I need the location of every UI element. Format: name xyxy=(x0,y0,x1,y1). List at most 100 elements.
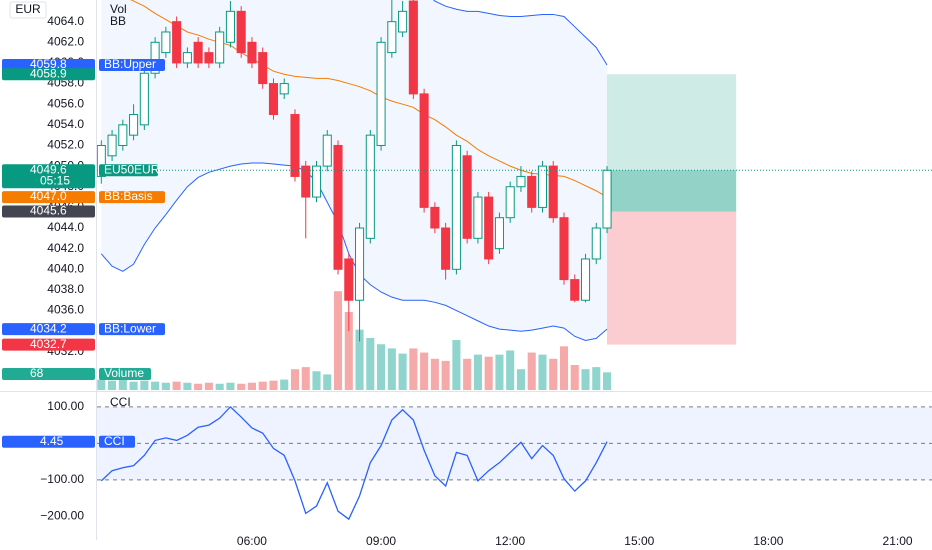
candle-body xyxy=(247,41,257,64)
series-tag xyxy=(99,435,135,448)
volume-bar xyxy=(312,371,321,390)
candle-body xyxy=(494,217,504,250)
series-tag xyxy=(99,368,151,380)
candle-body xyxy=(172,21,182,64)
candle-body xyxy=(580,258,591,301)
position-progress xyxy=(607,170,737,212)
candle-body xyxy=(505,186,515,219)
candle-body xyxy=(161,31,171,54)
series-tag-label: Volume xyxy=(104,366,144,380)
volume-bar xyxy=(592,367,601,390)
volume-bar xyxy=(140,380,149,390)
volume-bar xyxy=(473,354,482,390)
price-tag xyxy=(2,164,95,189)
candle-body xyxy=(462,155,472,239)
candle-body xyxy=(258,52,268,85)
volume-bar xyxy=(570,365,579,390)
price-tag xyxy=(2,191,95,204)
volume-bar xyxy=(204,382,213,390)
y-tick-label: 4042.0 xyxy=(47,241,84,255)
y-tick-label: 100.00 xyxy=(47,399,84,413)
volume-bar xyxy=(603,372,612,390)
y-tick-label: 4064.0 xyxy=(47,14,84,28)
volume-bar xyxy=(463,358,472,390)
y-tick-label: 4056.0 xyxy=(47,96,84,110)
volume-bar xyxy=(549,358,558,390)
volume-bar xyxy=(97,379,106,390)
volume-bar xyxy=(452,340,461,390)
volume-bar xyxy=(581,369,590,390)
cci-pane xyxy=(97,405,932,521)
candle-body xyxy=(139,72,149,126)
candle-body xyxy=(548,165,558,219)
candle-body xyxy=(408,0,418,95)
candle-body xyxy=(193,41,203,64)
price-tag-label: 4045.6 xyxy=(30,204,67,218)
volume-bar xyxy=(301,367,310,390)
volume-bar xyxy=(484,356,493,390)
bb-line xyxy=(433,0,608,66)
volume-bar xyxy=(366,338,375,390)
series-tag-label: BB:Basis xyxy=(104,189,153,203)
price-tag xyxy=(2,323,95,336)
countdown: 05:15 xyxy=(40,173,70,187)
volume-bar xyxy=(237,383,246,390)
price-tag-label: 4059.8 xyxy=(30,57,67,71)
candle-body xyxy=(430,206,440,229)
y-tick-label: 4054.0 xyxy=(47,117,84,131)
candle-body xyxy=(322,134,332,167)
price-tag-label: 68 xyxy=(30,366,44,380)
series-tag xyxy=(99,191,165,204)
cci-line xyxy=(100,405,608,521)
y-tick-label: −200.00 xyxy=(40,508,84,522)
volume-bar xyxy=(161,382,170,390)
price-pane xyxy=(97,0,737,390)
cci-title: CCI xyxy=(110,395,131,409)
x-tick-label: 06:00 xyxy=(237,534,267,548)
volume-bar xyxy=(323,374,332,390)
price-tag xyxy=(2,205,95,218)
volume-bar xyxy=(183,382,192,390)
volume-bar xyxy=(280,379,289,390)
candle-body xyxy=(419,93,429,208)
candle-body xyxy=(107,134,117,157)
x-tick-label: 15:00 xyxy=(624,534,654,548)
series-tag xyxy=(99,164,158,177)
price-tag-label: 4032.7 xyxy=(30,337,67,351)
candle-body xyxy=(150,41,160,74)
price-tag xyxy=(2,68,95,81)
y-tick-label: 4062.0 xyxy=(47,34,84,48)
candle-body xyxy=(559,217,569,281)
currency: EUR xyxy=(15,2,41,16)
volume-bar xyxy=(333,291,343,390)
candle-body xyxy=(129,114,139,136)
candle-body xyxy=(355,227,365,301)
volume-bar xyxy=(559,346,569,390)
volume-bar xyxy=(258,381,267,390)
x-tick-label: 12:00 xyxy=(495,534,525,548)
volume-bar xyxy=(495,354,504,390)
volume-bar xyxy=(420,352,429,390)
price-tag xyxy=(2,59,95,71)
series-tag xyxy=(99,323,165,336)
candle-body xyxy=(279,83,289,95)
candle-body xyxy=(118,124,128,146)
series-tag-label: EU50EUR xyxy=(104,162,160,176)
volume-bar xyxy=(527,352,536,390)
volume-bar xyxy=(129,381,138,390)
series-tag-label: BB:Lower xyxy=(104,321,156,335)
price-tag-label: 4049.6 xyxy=(30,162,67,176)
x-tick-label: 09:00 xyxy=(366,534,396,548)
candle-body xyxy=(516,175,526,188)
candle-body xyxy=(333,144,343,270)
y-tick-label: −100.00 xyxy=(40,472,84,486)
volume-bar xyxy=(441,360,450,390)
volume-bar xyxy=(516,369,525,390)
series-tag-label: BB:Upper xyxy=(104,57,156,71)
candle-body xyxy=(591,227,601,260)
volume-bar xyxy=(290,369,300,390)
candle-body xyxy=(451,144,461,270)
y-tick-label: 4038.0 xyxy=(47,282,84,296)
candle-body xyxy=(602,169,612,229)
